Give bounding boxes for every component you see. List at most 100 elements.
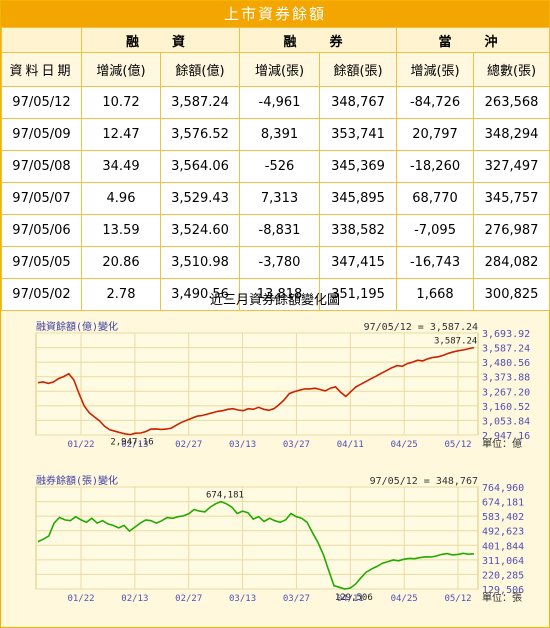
y-tick-label: 674,181 xyxy=(482,498,524,509)
table-cell: 300,825 xyxy=(473,278,550,311)
y-tick-label: 3,587.24 xyxy=(482,344,530,355)
x-tick-label: 04/11 xyxy=(337,440,364,450)
x-tick-label: 02/13 xyxy=(121,594,148,604)
table-cell: 351,195 xyxy=(319,278,398,311)
table-cell: 3,529.43 xyxy=(159,182,241,215)
table-row: 97/05/12 10.72 3,587.24 -4,961 348,767 -84,72… xyxy=(1,86,550,119)
column-header: 增減(張) xyxy=(396,52,475,87)
table-cell: -16,743 xyxy=(396,246,475,279)
table-cell: 353,741 xyxy=(319,118,398,151)
chart-header-value: 97/05/12 = 3,587.24 xyxy=(364,322,478,333)
x-tick-label: 03/13 xyxy=(229,440,256,450)
date-cell: 97/05/12 xyxy=(1,86,82,119)
table-cell: 3,524.60 xyxy=(159,214,241,247)
group-header-short-sale: 融 券 xyxy=(239,27,398,53)
table-cell: 4.96 xyxy=(81,182,161,215)
x-tick-label: 01/22 xyxy=(67,594,94,604)
table-cell: 20.86 xyxy=(81,246,161,279)
table-cell: -84,726 xyxy=(396,86,475,119)
column-header: 餘額(張) xyxy=(319,52,398,87)
table-cell: 3,490.56 xyxy=(159,278,241,311)
max-value-annotation: 674,181 xyxy=(206,491,244,501)
group-header-day-trade: 當 沖 xyxy=(396,27,550,53)
table-cell: -526 xyxy=(239,150,321,183)
table-cell: 348,294 xyxy=(473,118,550,151)
table-cell: 13.59 xyxy=(81,214,161,247)
table-cell: 3,564.06 xyxy=(159,150,241,183)
y-tick-label: 492,623 xyxy=(482,527,524,538)
x-tick-label: 04/11 xyxy=(337,594,364,604)
x-tick-label: 03/27 xyxy=(283,594,310,604)
column-header: 資料日期 xyxy=(1,52,82,87)
series-line xyxy=(37,500,475,590)
table-cell: 20,797 xyxy=(396,118,475,151)
y-tick-label: 3,267.20 xyxy=(482,387,530,398)
table-cell: 3,510.98 xyxy=(159,246,241,279)
plot-area xyxy=(35,486,479,590)
y-tick-label: 3,053.84 xyxy=(482,416,530,427)
x-tick-label: 05/12 xyxy=(444,440,471,450)
x-tick-label: 03/13 xyxy=(229,594,256,604)
table-cell: 338,582 xyxy=(319,214,398,247)
y-tick-label: 3,480.56 xyxy=(482,358,530,369)
table-cell: 3,576.52 xyxy=(159,118,241,151)
table-cell: 347,415 xyxy=(319,246,398,279)
table-cell: 345,369 xyxy=(319,150,398,183)
table-row: 97/05/06 13.59 3,524.60 -8,831 338,582 -7,095… xyxy=(1,214,550,247)
column-header: 總數(張) xyxy=(473,52,550,87)
column-header-row: 資料日期 增減(億) 餘額(億) 增減(張) 餘額(張) 增減(張) 總數(張) xyxy=(1,52,550,87)
date-cell: 97/05/08 xyxy=(1,150,82,183)
table-cell: -4,961 xyxy=(239,86,321,119)
date-cell: 97/05/05 xyxy=(1,246,82,279)
table-cell: -3,780 xyxy=(239,246,321,279)
x-tick-label: 02/27 xyxy=(175,594,202,604)
table-cell: 34.49 xyxy=(81,150,161,183)
y-tick-label: 401,844 xyxy=(482,541,524,552)
table-row: 97/05/07 4.96 3,529.43 7,313 345,895 68,770 34… xyxy=(1,182,550,215)
table-cell: 263,568 xyxy=(473,86,550,119)
chart-title: 融券餘額(張)變化 xyxy=(36,474,118,487)
table-cell: 284,082 xyxy=(473,246,550,279)
chart-unit-label: 單位：張 xyxy=(482,591,522,604)
chart-header-value: 97/05/12 = 348,767 xyxy=(370,476,478,487)
table-cell: 276,987 xyxy=(473,214,550,247)
table-row: 97/05/09 12.47 3,576.52 8,391 353,741 20,797 3… xyxy=(1,118,550,151)
table-cell: 8,391 xyxy=(239,118,321,151)
table-cell: 13,818 xyxy=(239,278,321,311)
min-value-annotation: 129,506 xyxy=(335,593,373,603)
y-tick-label: 220,285 xyxy=(482,570,524,581)
chart-unit-label: 單位：億 xyxy=(482,437,522,450)
x-tick-label: 02/13 xyxy=(121,440,148,450)
table-cell: 345,895 xyxy=(319,182,398,215)
x-tick-label: 01/22 xyxy=(67,440,94,450)
table-row: 97/05/02 2.78 3,490.56 13,818 351,195 1,668 30… xyxy=(1,278,550,311)
y-tick-label: 3,373.88 xyxy=(482,373,530,384)
group-header-margin-purchase: 融 資 xyxy=(80,27,241,53)
table-cell: 3,587.24 xyxy=(159,86,241,119)
table-row: 97/05/05 20.86 3,510.98 -3,780 347,415 -16,74… xyxy=(1,246,550,279)
page-title: 上市資券餘額 xyxy=(1,1,549,27)
y-tick-label: 583,402 xyxy=(482,512,524,523)
x-tick-label: 04/25 xyxy=(391,440,418,450)
table-cell: -18,260 xyxy=(396,150,475,183)
x-tick-label: 03/27 xyxy=(283,440,310,450)
y-tick-label: 3,693.92 xyxy=(482,329,530,340)
date-cell: 97/05/06 xyxy=(1,214,82,247)
table-cell: 7,313 xyxy=(239,182,321,215)
x-tick-label: 04/25 xyxy=(391,594,418,604)
date-cell: 97/05/09 xyxy=(1,118,82,151)
column-header: 餘額(億) xyxy=(159,52,241,87)
margin-balance-chart: 3,693.92 3,587.24 3,480.56 3,373.88 3,267.20… xyxy=(35,320,530,450)
table-cell: 345,757 xyxy=(473,182,550,215)
x-tick-label: 02/27 xyxy=(175,440,202,450)
margin-data-table: 融 資 融 券 當 沖 資料日期 增減(億) 餘額(億) 增減(張) 餘額(張)… xyxy=(1,27,550,311)
short-balance-chart: 764,960 674,181 583,402 492,623 401,844 311,0… xyxy=(35,474,524,604)
group-header-row: 融 資 融 券 當 沖 xyxy=(1,27,550,53)
date-cell: 97/05/02 xyxy=(1,278,82,311)
table-cell: 348,767 xyxy=(319,86,398,119)
y-tick-label: 311,064 xyxy=(482,556,524,567)
chart-title: 融資餘額(億)變化 xyxy=(36,320,118,333)
table-row: 97/05/08 34.49 3,564.06 -526 345,369 -18,260 3… xyxy=(1,150,550,183)
table-cell: 10.72 xyxy=(81,86,161,119)
